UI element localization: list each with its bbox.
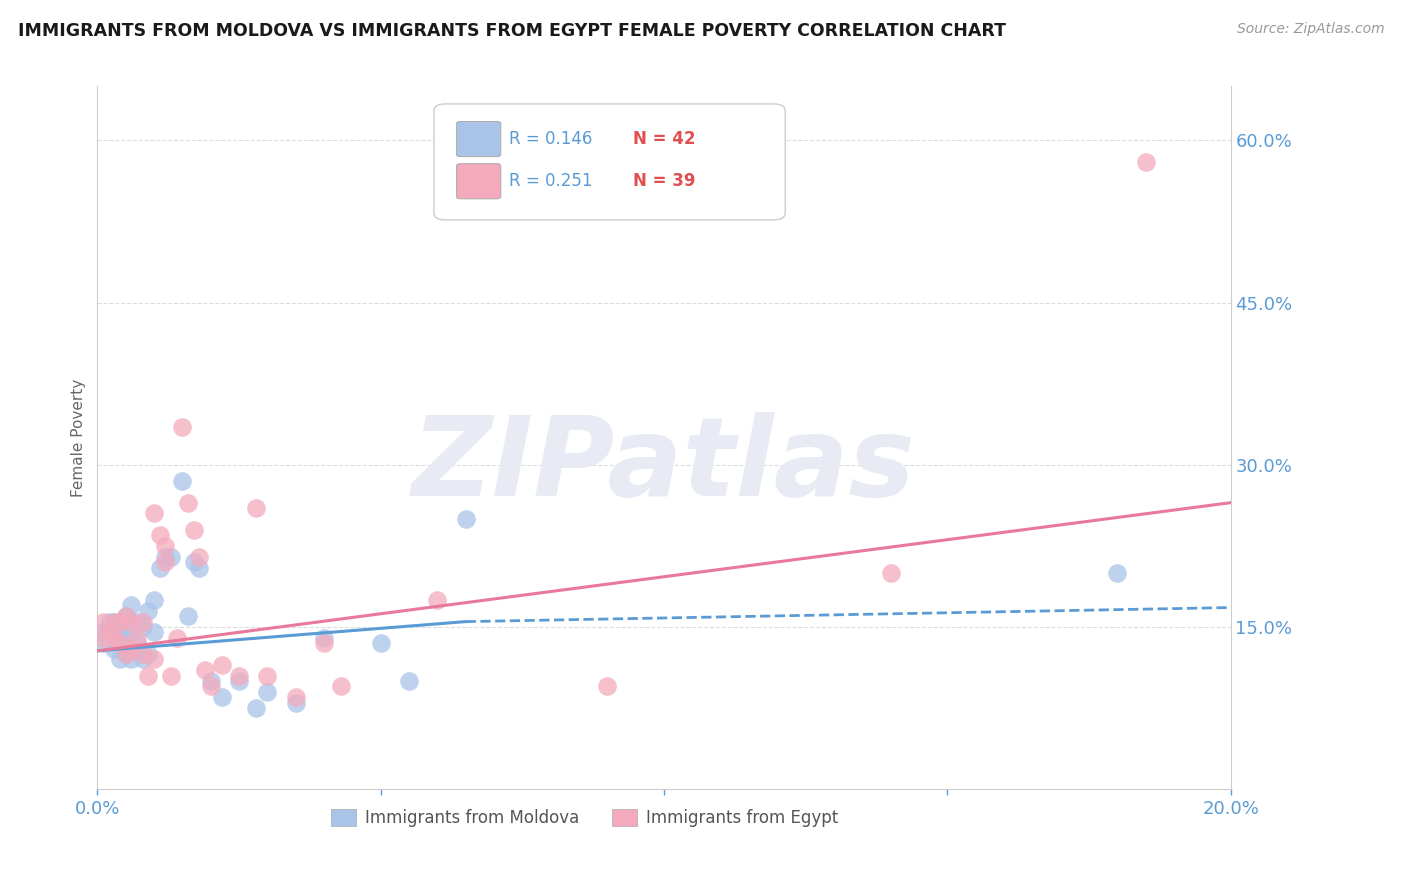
Point — [200, 680, 222, 694]
Point — [160, 668, 183, 682]
Point — [125, 615, 148, 629]
Text: R = 0.146: R = 0.146 — [509, 130, 592, 148]
Point — [596, 680, 619, 694]
Point — [114, 631, 136, 645]
Point — [155, 539, 177, 553]
Point — [125, 636, 148, 650]
Point — [172, 420, 194, 434]
Point — [108, 625, 131, 640]
Point — [131, 615, 153, 629]
Point — [103, 615, 125, 629]
Point — [312, 636, 335, 650]
Point — [256, 668, 278, 682]
Point — [330, 680, 353, 694]
Point — [1107, 566, 1129, 580]
Point — [149, 528, 172, 542]
Text: N = 42: N = 42 — [633, 130, 696, 148]
Point — [160, 549, 183, 564]
Point — [183, 555, 205, 569]
Text: IMMIGRANTS FROM MOLDOVA VS IMMIGRANTS FROM EGYPT FEMALE POVERTY CORRELATION CHAR: IMMIGRANTS FROM MOLDOVA VS IMMIGRANTS FR… — [18, 22, 1007, 40]
Point — [143, 507, 166, 521]
Point — [114, 609, 136, 624]
Point — [91, 631, 114, 645]
Point — [91, 615, 114, 629]
Point — [103, 615, 125, 629]
Text: Source: ZipAtlas.com: Source: ZipAtlas.com — [1237, 22, 1385, 37]
Point — [211, 690, 233, 705]
Point — [120, 599, 142, 613]
Point — [108, 652, 131, 666]
Point — [879, 566, 901, 580]
Point — [114, 647, 136, 661]
Point — [131, 620, 153, 634]
Point — [454, 512, 477, 526]
Point — [103, 641, 125, 656]
Point — [172, 474, 194, 488]
Point — [188, 549, 211, 564]
Point — [183, 523, 205, 537]
FancyBboxPatch shape — [434, 104, 785, 220]
Point — [256, 685, 278, 699]
Point — [200, 674, 222, 689]
Point — [370, 636, 392, 650]
Point — [108, 615, 131, 629]
Point — [97, 625, 120, 640]
Point — [125, 631, 148, 645]
Point — [131, 647, 153, 661]
Point — [114, 609, 136, 624]
Point — [211, 657, 233, 672]
Point — [426, 593, 449, 607]
Point — [108, 636, 131, 650]
Point — [1135, 155, 1157, 169]
Point — [284, 690, 307, 705]
Point — [177, 496, 200, 510]
Point — [97, 615, 120, 629]
FancyBboxPatch shape — [457, 121, 501, 157]
Text: R = 0.251: R = 0.251 — [509, 172, 592, 190]
Point — [114, 647, 136, 661]
Point — [245, 501, 267, 516]
Point — [138, 647, 160, 661]
Point — [120, 625, 142, 640]
Point — [138, 668, 160, 682]
Point — [149, 560, 172, 574]
Point — [188, 560, 211, 574]
Point — [228, 674, 250, 689]
Text: ZIPatlas: ZIPatlas — [412, 412, 915, 519]
Point — [284, 696, 307, 710]
Point — [91, 636, 114, 650]
Point — [120, 652, 142, 666]
Point — [398, 674, 420, 689]
Point — [138, 604, 160, 618]
Y-axis label: Female Poverty: Female Poverty — [72, 379, 86, 497]
Point — [155, 555, 177, 569]
Point — [131, 652, 153, 666]
Text: N = 39: N = 39 — [633, 172, 696, 190]
Point — [245, 701, 267, 715]
Point — [143, 652, 166, 666]
Point — [91, 625, 114, 640]
Point — [166, 631, 188, 645]
Point — [155, 549, 177, 564]
Point — [97, 625, 120, 640]
Point — [108, 615, 131, 629]
Point — [194, 663, 217, 677]
Point — [143, 593, 166, 607]
Point — [143, 625, 166, 640]
Point — [312, 631, 335, 645]
Point — [120, 615, 142, 629]
Point — [228, 668, 250, 682]
Point — [177, 609, 200, 624]
Point — [120, 641, 142, 656]
Legend: Immigrants from Moldova, Immigrants from Egypt: Immigrants from Moldova, Immigrants from… — [325, 802, 845, 834]
Point — [103, 625, 125, 640]
Point — [103, 631, 125, 645]
FancyBboxPatch shape — [457, 163, 501, 199]
